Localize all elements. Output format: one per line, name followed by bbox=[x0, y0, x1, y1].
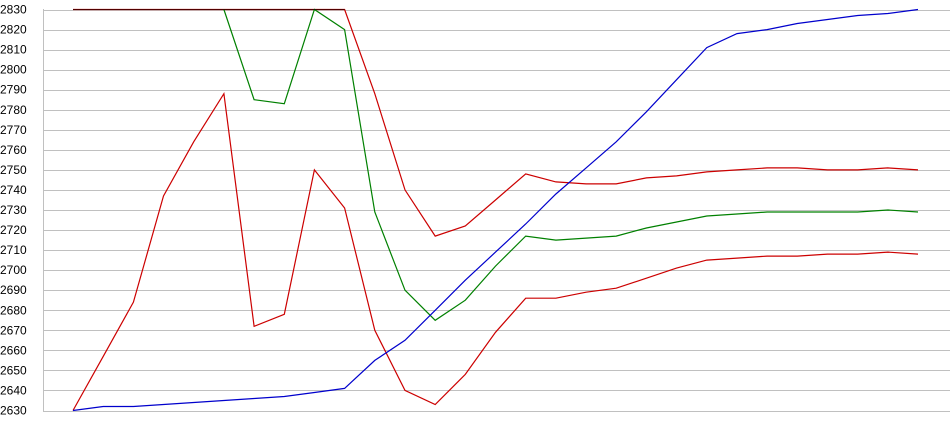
y-tick-label: 2720 bbox=[0, 223, 27, 237]
series-line-green bbox=[223, 8, 919, 322]
y-tick-label: 2740 bbox=[0, 183, 27, 197]
y-tick-label: 2660 bbox=[0, 343, 27, 357]
y-tick-label: 2680 bbox=[0, 303, 27, 317]
y-tick-label: 2700 bbox=[0, 263, 27, 277]
y-tick-label: 2790 bbox=[0, 83, 27, 97]
y-tick-label: 2730 bbox=[0, 203, 27, 217]
y-tick-label: 2810 bbox=[0, 43, 27, 57]
gridlines bbox=[43, 10, 950, 412]
y-tick-label: 2760 bbox=[0, 143, 27, 157]
y-tick-label: 2630 bbox=[0, 404, 27, 418]
y-tick-label: 2800 bbox=[0, 63, 27, 77]
y-tick-label: 2670 bbox=[0, 323, 27, 337]
y-tick-label: 2690 bbox=[0, 283, 27, 297]
y-tick-label: 2640 bbox=[0, 383, 27, 397]
y-tick-label: 2780 bbox=[0, 103, 27, 117]
y-tick-label: 2710 bbox=[0, 243, 27, 257]
y-tick-label: 2770 bbox=[0, 123, 27, 137]
series-line-blue bbox=[72, 8, 919, 412]
y-axis-ticks: 2630 2640 2650 2660 2670 2680 2690 2700 2710 2720… bbox=[0, 3, 27, 418]
series-line-upper-red bbox=[73, 8, 919, 237]
series-group bbox=[72, 8, 919, 412]
y-tick-label: 2750 bbox=[0, 163, 27, 177]
y-tick-label: 2650 bbox=[0, 363, 27, 377]
y-tick-label: 2820 bbox=[0, 23, 27, 37]
y-tick-label: 2830 bbox=[0, 3, 27, 17]
series-line-lower-red bbox=[72, 91, 919, 411]
